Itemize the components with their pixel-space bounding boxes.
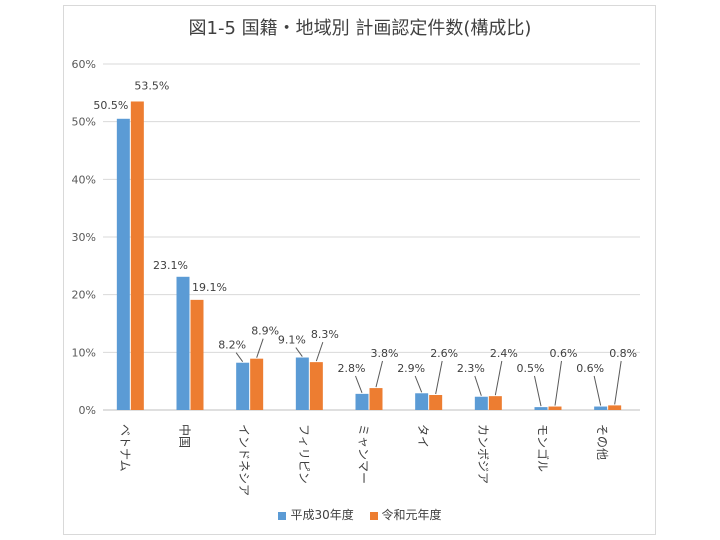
- bar: [295, 357, 309, 410]
- chart-frame: [63, 5, 656, 535]
- legend-item-series-2: 令和元年度: [369, 506, 442, 523]
- data-label: 8.2%: [218, 339, 246, 352]
- leader-line: [435, 360, 443, 395]
- bars: [116, 101, 622, 411]
- data-label: 23.1%: [153, 259, 188, 272]
- bar: [176, 276, 190, 410]
- bar: [190, 299, 204, 410]
- data-label: 9.1%: [278, 334, 306, 347]
- leader-line: [355, 375, 363, 394]
- bar: [429, 395, 443, 410]
- category-label: 中国: [178, 424, 193, 448]
- legend-swatch-series-1: [278, 511, 287, 520]
- y-tick-label: 40%: [72, 173, 96, 186]
- data-label: 0.6%: [550, 347, 578, 360]
- bar: [236, 362, 250, 410]
- leader-line: [474, 375, 482, 396]
- bar: [488, 396, 502, 410]
- y-axis-ticks: 0% 10% 20% 30% 40% 50% 60%: [72, 58, 96, 417]
- legend-item-series-1: 平成30年度: [278, 506, 354, 523]
- y-tick-label: 0%: [79, 404, 96, 417]
- data-label: 50.5%: [93, 99, 128, 112]
- category-label: インドネシア: [237, 424, 251, 496]
- legend-swatch-series-2: [369, 511, 378, 520]
- bar: [130, 101, 144, 410]
- bar: [594, 406, 608, 410]
- data-label: 19.1%: [192, 281, 227, 294]
- bar: [355, 393, 369, 410]
- data-label: 0.6%: [576, 362, 604, 375]
- data-label: 3.8%: [371, 347, 399, 360]
- bar: [534, 407, 548, 410]
- category-label: その他: [595, 424, 609, 460]
- y-tick-label: 20%: [72, 289, 96, 302]
- bar: [369, 388, 383, 410]
- data-label: 2.8%: [338, 362, 366, 375]
- data-label: 2.9%: [397, 362, 425, 375]
- legend: 平成30年度 令和元年度: [0, 506, 720, 523]
- data-label: 0.8%: [609, 347, 637, 360]
- leader-line: [375, 360, 383, 388]
- bar: [548, 406, 562, 410]
- bar: [116, 118, 130, 411]
- leader-line: [235, 352, 244, 363]
- chart-title: 図1-5 国籍・地域別 計画認定件数(構成比): [188, 18, 532, 39]
- data-label: 2.4%: [490, 347, 518, 360]
- bar: [250, 358, 264, 410]
- leader-lines: [235, 338, 622, 407]
- legend-label-series-2: 令和元年度: [381, 508, 442, 522]
- bar: [474, 396, 488, 410]
- y-tick-label: 10%: [72, 346, 96, 359]
- y-tick-label: 50%: [72, 116, 96, 129]
- data-label: 8.9%: [251, 325, 279, 338]
- data-label: 2.6%: [430, 347, 458, 360]
- bar: [309, 362, 323, 410]
- leader-line: [494, 360, 503, 396]
- category-label: カンボジア: [476, 424, 490, 484]
- data-labels: 50.5% 53.5% 23.1% 19.1% 8.2% 8.9%9.1% 8.3% 2.8%…: [93, 79, 637, 375]
- leader-line: [593, 375, 602, 406]
- y-tick-label: 60%: [72, 58, 96, 71]
- data-label: 0.5%: [517, 362, 545, 375]
- data-label: 8.3%: [311, 328, 339, 341]
- category-label: タイ: [416, 424, 430, 448]
- leader-line: [256, 338, 264, 358]
- data-label: 53.5%: [134, 79, 169, 92]
- leader-line: [534, 375, 542, 407]
- leader-line: [414, 375, 423, 393]
- category-labels: ベトナム 中国 インドネシア フィリピン ミャンマー タイ カンボジア モンゴル その他: [118, 424, 609, 496]
- leader-line: [295, 347, 303, 357]
- category-label: ミャンマー: [357, 424, 371, 484]
- category-label: モンゴル: [536, 424, 551, 472]
- category-label: ベトナム: [118, 424, 132, 472]
- category-label: フィリピン: [297, 424, 311, 484]
- bar: [415, 393, 429, 410]
- leader-line: [554, 360, 562, 406]
- y-tick-label: 30%: [72, 231, 96, 244]
- legend-label-series-1: 平成30年度: [290, 508, 354, 522]
- leader-line: [614, 360, 622, 405]
- bar: [608, 405, 622, 410]
- leader-line: [315, 341, 324, 362]
- data-label: 2.3%: [457, 362, 485, 375]
